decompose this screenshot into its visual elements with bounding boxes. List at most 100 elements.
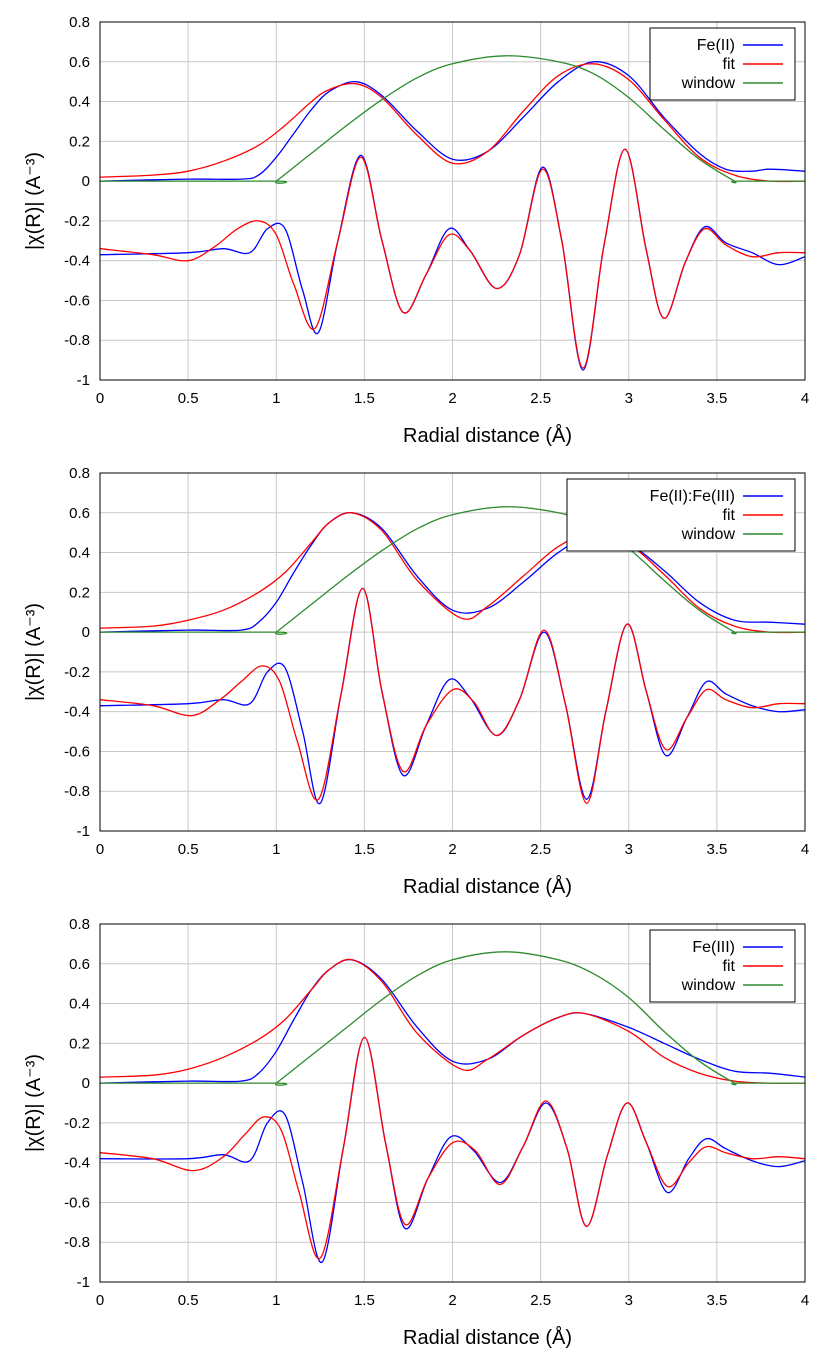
y-tick-label: -0.2	[64, 213, 90, 230]
y-tick-label: -0.2	[64, 664, 90, 681]
x-tick-label: 0	[96, 841, 104, 858]
y-tick-label: 0.4	[69, 94, 90, 111]
x-tick-label: 3.5	[706, 841, 727, 858]
series-line-window-window	[99, 506, 805, 635]
series-group	[99, 506, 806, 805]
y-tick-label: -0.6	[64, 292, 90, 309]
series-line-fit-magnitude	[99, 512, 806, 634]
legend-label: window	[681, 977, 736, 994]
x-tick-label: 1	[272, 841, 280, 858]
x-tick-label: 3	[625, 390, 633, 407]
x-tick-label: 2	[448, 1292, 456, 1309]
x-tick-label: 3.5	[706, 1292, 727, 1309]
legend: Fe(II) fit window	[649, 27, 796, 101]
grid	[99, 21, 806, 381]
y-tick-label: -0.8	[64, 1234, 90, 1251]
series-line-fit-real-part	[99, 587, 806, 804]
legend-label: Fe(II)	[697, 37, 735, 54]
y-tick-label: 0	[82, 173, 90, 190]
x-tick-label: 1	[272, 1292, 280, 1309]
x-tick-label: 2.5	[530, 1292, 551, 1309]
x-tick-label: 2	[448, 841, 456, 858]
series-line-fe-iii--real-part	[99, 1036, 806, 1263]
y-tick-label: -1	[77, 823, 90, 840]
series-line-fit-real-part	[99, 148, 806, 369]
y-tick-label: -0.8	[64, 332, 90, 349]
y-tick-label: 0.8	[69, 916, 90, 933]
x-axis-label: Radial distance (Å)	[403, 1326, 572, 1349]
legend: Fe(III) fit window	[649, 929, 796, 1003]
x-tick-label: 1.5	[354, 390, 375, 407]
y-tick-label: -0.6	[64, 743, 90, 760]
y-tick-label: 0	[82, 1075, 90, 1092]
y-tick-label: 0.6	[69, 54, 90, 71]
series-line-fe-iii--magnitude	[99, 958, 806, 1084]
chart-svg: 0 0.5 1 1.5 2 2.5 3 3.5 4 -1 -0.8 -0.6 -0.4 -0.2 0 0.2 0…	[23, 14, 809, 447]
plot-frame	[99, 21, 806, 381]
legend-label: fit	[723, 958, 736, 975]
x-tick-label: 1	[272, 390, 280, 407]
y-tick-label: -0.4	[64, 1155, 90, 1172]
x-axis-label: Radial distance (Å)	[403, 424, 572, 447]
x-tick-label: 4	[801, 841, 809, 858]
series-line-window-window	[99, 55, 805, 184]
y-tick-label: -0.4	[64, 704, 90, 721]
legend-box	[649, 27, 796, 101]
y-tick-label: 0.2	[69, 133, 90, 150]
x-axis-label: Radial distance (Å)	[403, 875, 572, 898]
x-tick-label: 0.5	[178, 390, 199, 407]
y-tick-label: -0.6	[64, 1194, 90, 1211]
y-tick-label: 0.8	[69, 465, 90, 482]
series-line-window-window	[99, 951, 805, 1086]
x-tick-label: 3.5	[706, 390, 727, 407]
series-line-fe-ii--magnitude	[99, 61, 806, 182]
y-axis-label: |χ(R)| (A⁻³)	[23, 1054, 45, 1152]
x-tick-label: 4	[801, 390, 809, 407]
x-tick-label: 1.5	[354, 841, 375, 858]
legend-label: Fe(III)	[692, 939, 735, 956]
chart-svg: 0 0.5 1 1.5 2 2.5 3 3.5 4 -1 -0.8 -0.6 -0.4 -0.2 0 0.2 0…	[23, 916, 809, 1349]
series-group	[99, 55, 806, 371]
series-line-fe-ii-fe-iii--magnitude	[99, 512, 806, 633]
plot-frame	[99, 472, 806, 832]
y-tick-label: 0.4	[69, 545, 90, 562]
series-line-fit-real-part	[99, 1036, 806, 1260]
y-tick-label: -0.2	[64, 1115, 90, 1132]
plot-frame	[99, 923, 806, 1283]
x-tick-label: 0.5	[178, 1292, 199, 1309]
x-tick-label: 2.5	[530, 390, 551, 407]
y-tick-label: -1	[77, 1274, 90, 1291]
x-tick-label: 3	[625, 841, 633, 858]
legend-label: fit	[723, 56, 736, 73]
legend-label: window	[681, 526, 736, 543]
series-line-fit-magnitude	[99, 958, 806, 1084]
x-tick-label: 1.5	[354, 1292, 375, 1309]
series-group	[99, 951, 806, 1263]
y-tick-label: -0.4	[64, 253, 90, 270]
y-tick-label: 0.2	[69, 1035, 90, 1052]
y-tick-label: 0.6	[69, 956, 90, 973]
x-tick-label: 0	[96, 1292, 104, 1309]
x-tick-label: 4	[801, 1292, 809, 1309]
chart-panel-fe2-fe3: 0 0.5 1 1.5 2 2.5 3 3.5 4 -1 -0.8 -0.6 -0.4 -0.2 0 0.2 0…	[0, 451, 815, 902]
chart-panel-fe2: 0 0.5 1 1.5 2 2.5 3 3.5 4 -1 -0.8 -0.6 -0.4 -0.2 0 0.2 0…	[0, 0, 815, 451]
y-tick-label: 0.4	[69, 996, 90, 1013]
x-tick-label: 0	[96, 390, 104, 407]
series-line-fit-magnitude	[99, 63, 806, 183]
x-tick-label: 0.5	[178, 841, 199, 858]
legend-label: Fe(II):Fe(III)	[650, 488, 735, 505]
y-tick-label: 0.8	[69, 14, 90, 31]
legend: Fe(II):Fe(III) fit window	[566, 478, 796, 552]
x-tick-label: 2	[448, 390, 456, 407]
chart-panel-fe3: 0 0.5 1 1.5 2 2.5 3 3.5 4 -1 -0.8 -0.6 -0.4 -0.2 0 0.2 0…	[0, 902, 815, 1353]
y-axis-label: |χ(R)| (A⁻³)	[23, 603, 45, 701]
x-tick-label: 2.5	[530, 841, 551, 858]
chart-svg: 0 0.5 1 1.5 2 2.5 3 3.5 4 -1 -0.8 -0.6 -0.4 -0.2 0 0.2 0…	[23, 465, 809, 898]
y-tick-label: 0.6	[69, 505, 90, 522]
x-tick-label: 3	[625, 1292, 633, 1309]
y-tick-label: 0.2	[69, 584, 90, 601]
y-tick-label: -1	[77, 372, 90, 389]
y-axis-label: |χ(R)| (A⁻³)	[23, 152, 45, 250]
y-tick-label: -0.8	[64, 783, 90, 800]
y-tick-label: 0	[82, 624, 90, 641]
